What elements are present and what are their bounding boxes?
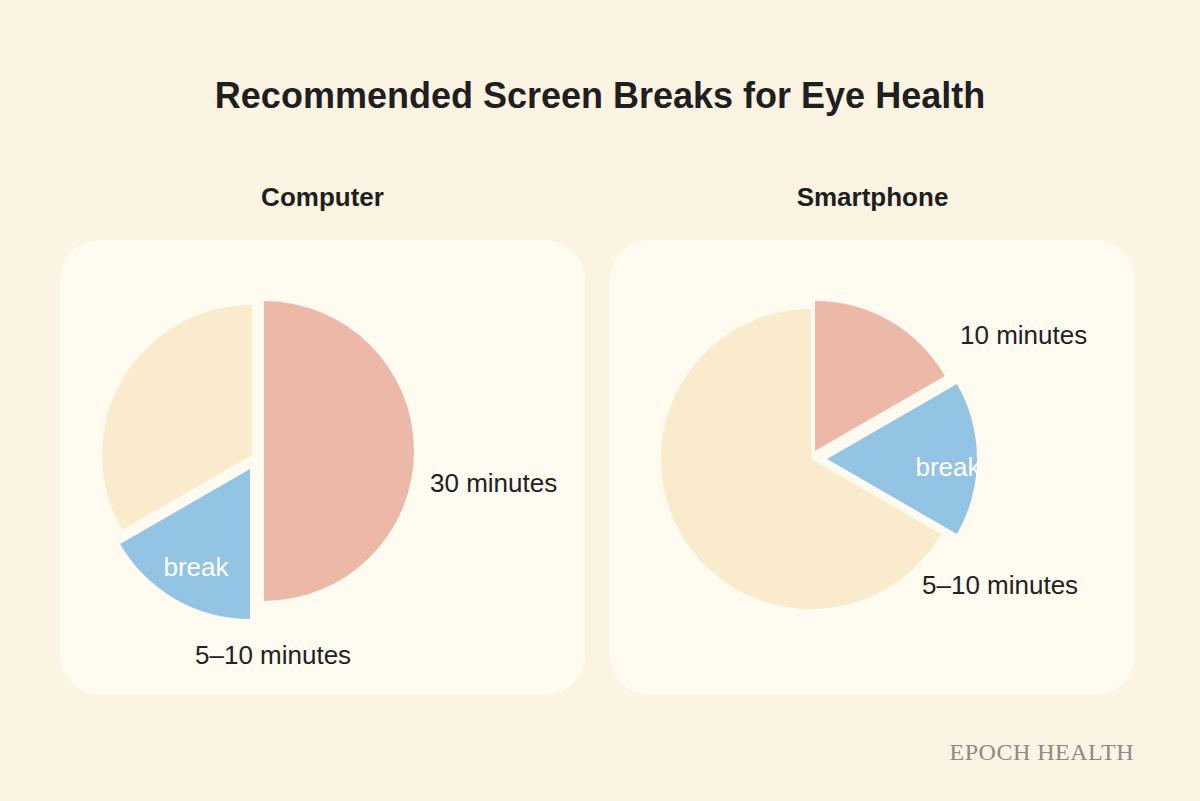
svg-text:break: break xyxy=(163,552,229,582)
svg-text:30 minutes: 30 minutes xyxy=(430,468,557,498)
svg-text:5–10 minutes: 5–10 minutes xyxy=(922,570,1078,600)
html-text:EPOCH HEALTH: EPOCH HEALTH xyxy=(949,739,1134,765)
html-text:Smartphone: Smartphone xyxy=(796,182,949,212)
svg-text:5–10 minutes: 5–10 minutes xyxy=(195,640,351,670)
svg-text:10 minutes: 10 minutes xyxy=(960,320,1087,350)
svg-text:break: break xyxy=(915,452,981,482)
html-text:Recommended Screen Breaks for: Recommended Screen Breaks for Eye Health xyxy=(214,75,986,116)
html-text:Computer: Computer xyxy=(261,182,384,212)
